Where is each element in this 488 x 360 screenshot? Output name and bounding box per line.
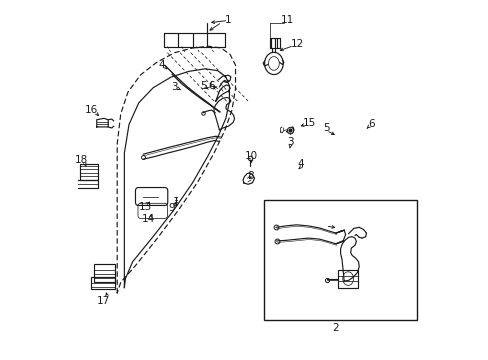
Text: 13: 13 bbox=[139, 202, 152, 212]
Text: 5: 5 bbox=[323, 123, 329, 133]
Text: 3: 3 bbox=[171, 82, 178, 93]
Text: 16: 16 bbox=[84, 105, 98, 115]
Bar bbox=[264, 200, 416, 320]
Text: 9: 9 bbox=[168, 203, 175, 213]
Text: 14: 14 bbox=[142, 215, 155, 224]
Text: 5: 5 bbox=[200, 81, 206, 91]
Text: 4: 4 bbox=[297, 159, 304, 169]
Text: 3: 3 bbox=[286, 138, 293, 147]
Text: 8: 8 bbox=[247, 171, 254, 181]
Text: 2: 2 bbox=[332, 323, 339, 333]
Text: 4: 4 bbox=[158, 60, 164, 70]
Text: 10: 10 bbox=[244, 150, 257, 161]
Text: 1: 1 bbox=[224, 15, 231, 26]
Bar bbox=[80, 164, 98, 180]
Bar bbox=[338, 270, 357, 288]
Text: 17: 17 bbox=[97, 296, 110, 306]
Text: 6: 6 bbox=[368, 120, 374, 129]
Text: 11: 11 bbox=[280, 15, 294, 26]
Text: 18: 18 bbox=[75, 155, 88, 165]
Bar bbox=[91, 277, 115, 289]
Text: 6: 6 bbox=[208, 81, 214, 91]
Text: 12: 12 bbox=[290, 40, 304, 49]
Bar bbox=[94, 264, 115, 282]
Text: 7: 7 bbox=[319, 221, 325, 231]
Text: 15: 15 bbox=[303, 118, 316, 128]
